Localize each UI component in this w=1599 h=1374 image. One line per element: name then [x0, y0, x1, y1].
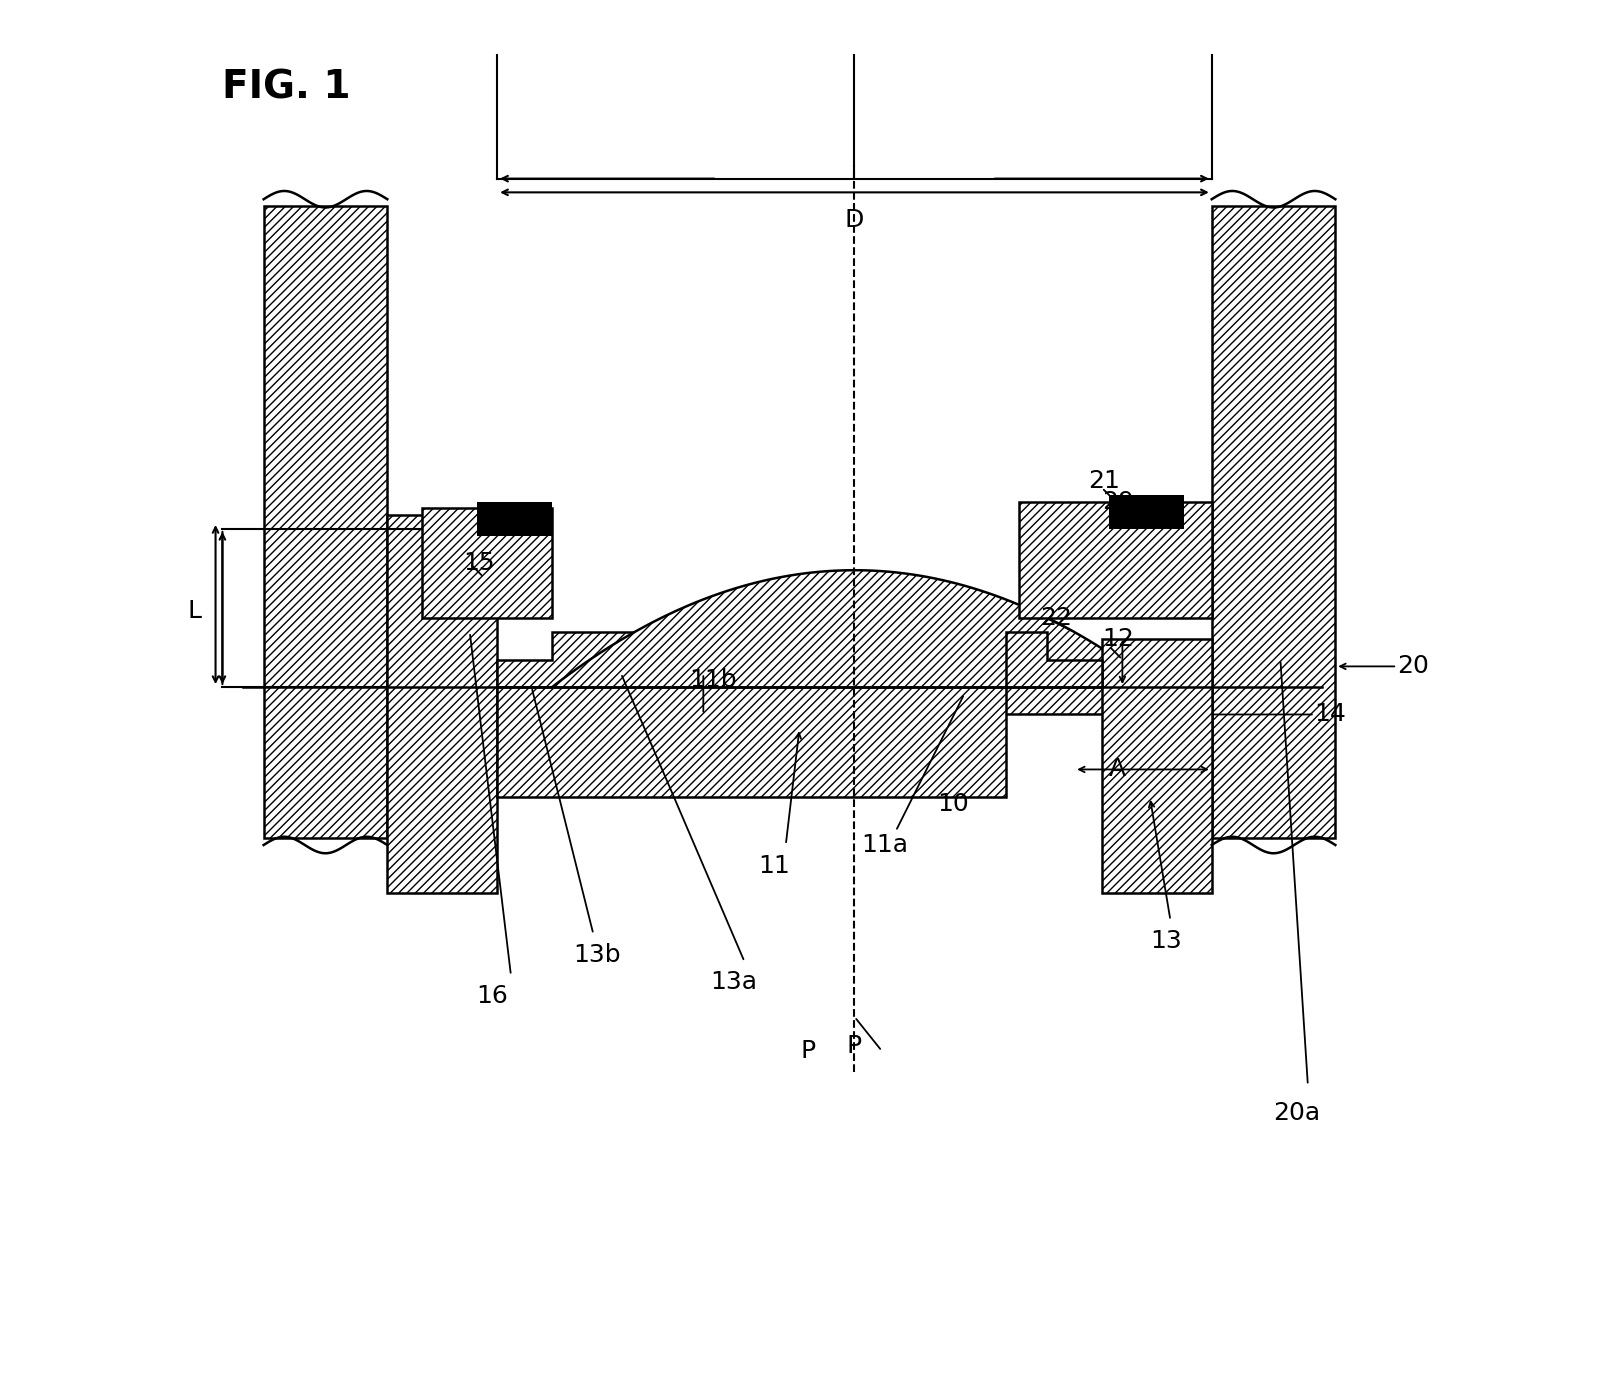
Text: 22: 22	[1039, 606, 1071, 631]
Text: 20: 20	[1398, 654, 1430, 679]
Polygon shape	[387, 515, 497, 893]
Text: 10: 10	[937, 791, 969, 816]
Polygon shape	[552, 570, 1156, 714]
Polygon shape	[497, 687, 1006, 797]
Polygon shape	[1212, 206, 1335, 838]
Text: 11: 11	[758, 853, 790, 878]
Bar	[1108, 495, 1185, 529]
Text: 11a: 11a	[862, 833, 908, 857]
Text: 12: 12	[1102, 627, 1134, 651]
Text: 13: 13	[1150, 929, 1182, 954]
Text: 16: 16	[477, 984, 508, 1009]
Text: P: P	[847, 1035, 862, 1058]
Text: 13b: 13b	[572, 943, 620, 967]
Polygon shape	[422, 508, 552, 618]
Text: 29: 29	[1102, 489, 1134, 514]
Text: L: L	[189, 599, 201, 624]
Text: 21: 21	[1087, 469, 1119, 493]
Polygon shape	[1019, 502, 1212, 618]
Text: FIG. 1: FIG. 1	[222, 69, 350, 107]
Text: 14: 14	[1314, 702, 1346, 727]
Polygon shape	[1102, 639, 1212, 893]
Polygon shape	[264, 206, 387, 838]
Bar	[477, 502, 552, 536]
Text: 15: 15	[462, 551, 494, 576]
Text: P: P	[801, 1039, 815, 1063]
Text: 11b: 11b	[689, 668, 737, 692]
Text: 20a: 20a	[1273, 1101, 1321, 1125]
Text: 13a: 13a	[710, 970, 758, 995]
Polygon shape	[497, 632, 635, 687]
Text: A: A	[1108, 757, 1126, 782]
Text: D: D	[844, 207, 863, 232]
Polygon shape	[1006, 632, 1102, 687]
